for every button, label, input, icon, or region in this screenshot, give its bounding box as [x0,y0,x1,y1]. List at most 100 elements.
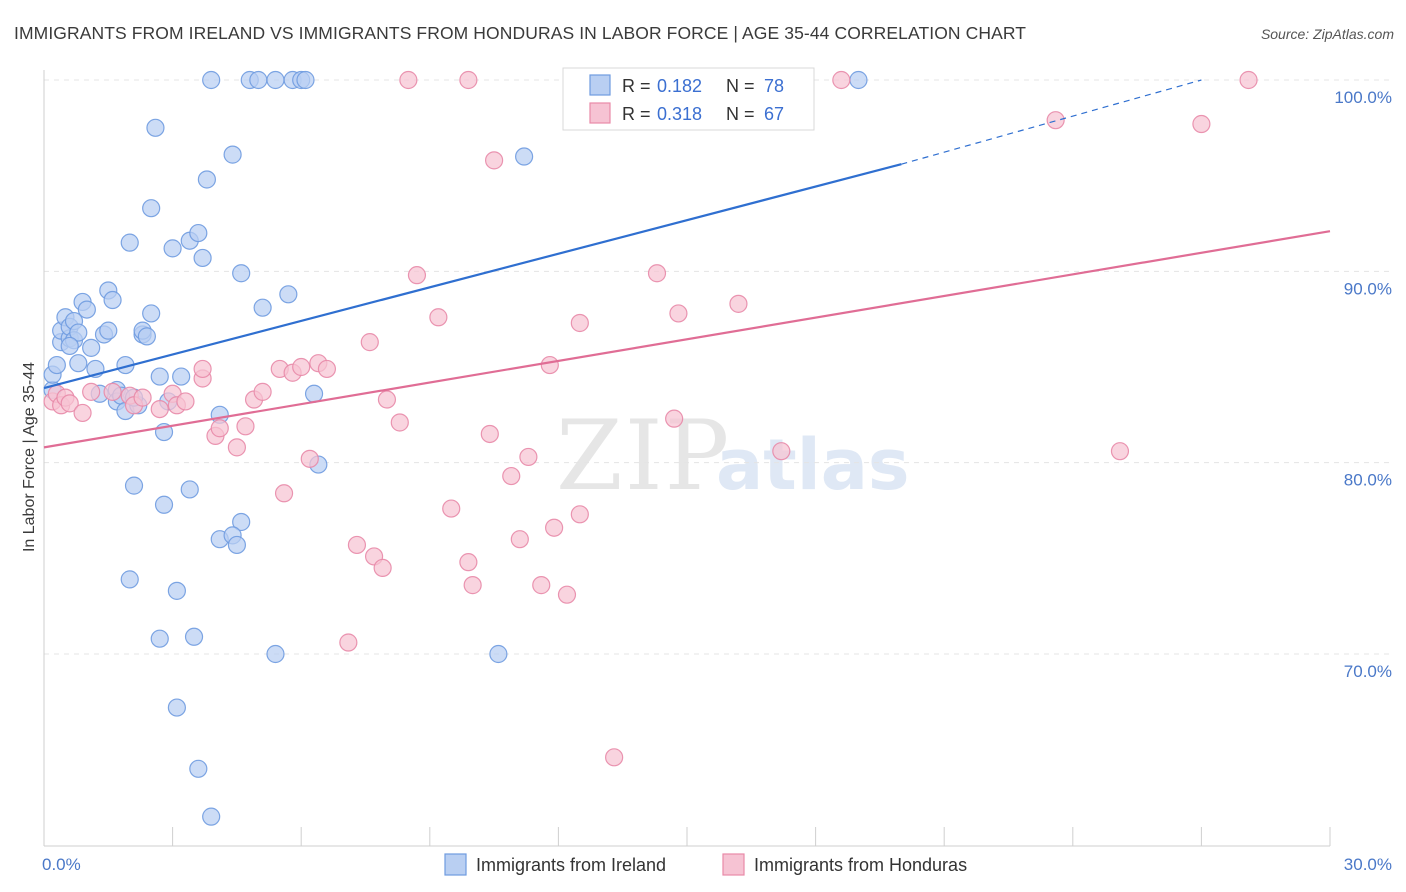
point-ireland-57 [232,512,251,532]
point-honduras-43 [463,576,482,595]
y-tick-label-2: 80.0% [1344,471,1392,490]
point-ireland-47 [184,627,204,646]
point-ireland-44 [172,367,191,386]
point-honduras-55 [605,748,624,767]
point-honduras-62 [1046,111,1065,130]
legend-swatch-honduras [589,102,611,124]
point-ireland-52 [189,759,208,778]
point-ireland-18 [99,321,118,340]
point-honduras-57 [669,304,688,323]
trend-line-ireland [43,163,902,390]
y-tick-label-1: 90.0% [1344,279,1392,298]
point-honduras-58 [665,409,684,428]
point-ireland-58 [232,264,251,283]
trend-line-ireland-extension [901,79,1202,165]
y-axis-label: In Labor Force | Age 35-44 [21,362,38,552]
point-honduras-59 [729,294,748,313]
point-honduras-47 [510,530,529,549]
point-honduras-41 [459,70,478,90]
point-honduras-7 [103,382,122,401]
point-ireland-49 [193,248,212,268]
trend-line-honduras [43,230,1331,449]
watermark-atlas: atlas [716,424,910,506]
watermark-zip: ZIP [556,400,731,512]
point-ireland-41 [163,239,182,258]
point-ireland-62 [249,70,268,90]
point-honduras-6 [82,382,101,401]
point-ireland-77 [60,336,79,356]
point-honduras-39 [429,308,448,327]
point-honduras-20 [236,417,255,436]
point-honduras-4 [60,394,79,413]
point-honduras-51 [545,518,564,537]
legend-ireland-r-label: R = [622,76,651,96]
point-ireland-76 [137,327,156,346]
point-honduras-42 [459,553,478,572]
point-ireland-35 [146,118,165,137]
point-ireland-33 [142,304,161,323]
point-ireland-36 [150,367,169,386]
point-honduras-45 [485,151,504,170]
axes [43,70,1330,847]
legend-bottom-swatch-honduras [722,853,745,876]
point-ireland-69 [296,70,315,90]
point-honduras-65 [1239,70,1258,90]
point-ireland-51 [202,70,221,90]
legend-honduras-r-value: 0.318 [657,104,702,124]
point-honduras-38 [407,266,427,285]
chart-title: IMMIGRANTS FROM IRELAND VS IMMIGRANTS FR… [14,23,1026,43]
point-honduras-24 [274,484,294,503]
legend-bottom-label-honduras: Immigrants from Honduras [754,855,967,875]
point-ireland-56 [223,145,242,164]
point-honduras-48 [519,447,538,467]
point-ireland-28 [120,570,139,589]
point-honduras-18 [210,419,229,438]
point-ireland-26 [120,233,139,252]
point-ireland-53 [202,807,221,826]
point-ireland-20 [103,290,122,310]
legend-swatch-ireland [589,74,611,96]
point-ireland-75 [489,644,508,664]
point-ireland-65 [266,644,285,664]
point-honduras-29 [317,359,337,379]
x-tick-label-0: 0.0% [42,855,81,874]
y-tick-label-3: 70.0% [1344,662,1392,681]
chart-source: Source: ZipAtlas.com [1261,26,1394,42]
point-honduras-10 [133,388,152,407]
point-ireland-39 [154,495,174,514]
scatter-points [43,70,1258,826]
point-honduras-31 [347,535,367,555]
point-honduras-54 [570,505,589,524]
legend-bottom-label-ireland: Immigrants from Ireland [476,855,666,875]
point-ireland-70 [304,384,324,403]
point-honduras-63 [1110,442,1130,461]
legend-ireland-n-value: 78 [764,76,784,96]
legend-honduras-n-value: 67 [764,104,784,124]
point-ireland-63 [253,298,272,317]
point-honduras-14 [176,392,195,411]
point-ireland-34 [142,199,161,218]
trend-lines [43,79,1331,449]
point-ireland-40 [150,629,169,648]
point-honduras-22 [253,382,272,401]
point-ireland-66 [279,285,298,304]
point-ireland-14 [82,338,101,357]
point-ireland-13 [69,354,88,373]
point-honduras-52 [557,585,577,604]
legend-ireland-n-label: N = [726,76,755,96]
point-honduras-26 [292,357,311,377]
point-honduras-46 [502,466,521,486]
point-honduras-5 [73,403,92,423]
legend-bottom: Immigrants from Ireland Immigrants from … [444,853,967,876]
point-honduras-34 [373,558,392,578]
point-honduras-36 [390,413,409,432]
point-ireland-60 [227,535,246,555]
point-honduras-27 [300,449,319,468]
point-honduras-49 [532,576,551,595]
y-tick-labels: 100.0% 90.0% 80.0% 70.0% [1334,88,1392,681]
point-honduras-30 [339,633,358,652]
point-ireland-42 [167,581,186,600]
point-ireland-64 [266,70,285,90]
point-ireland-46 [180,480,199,499]
